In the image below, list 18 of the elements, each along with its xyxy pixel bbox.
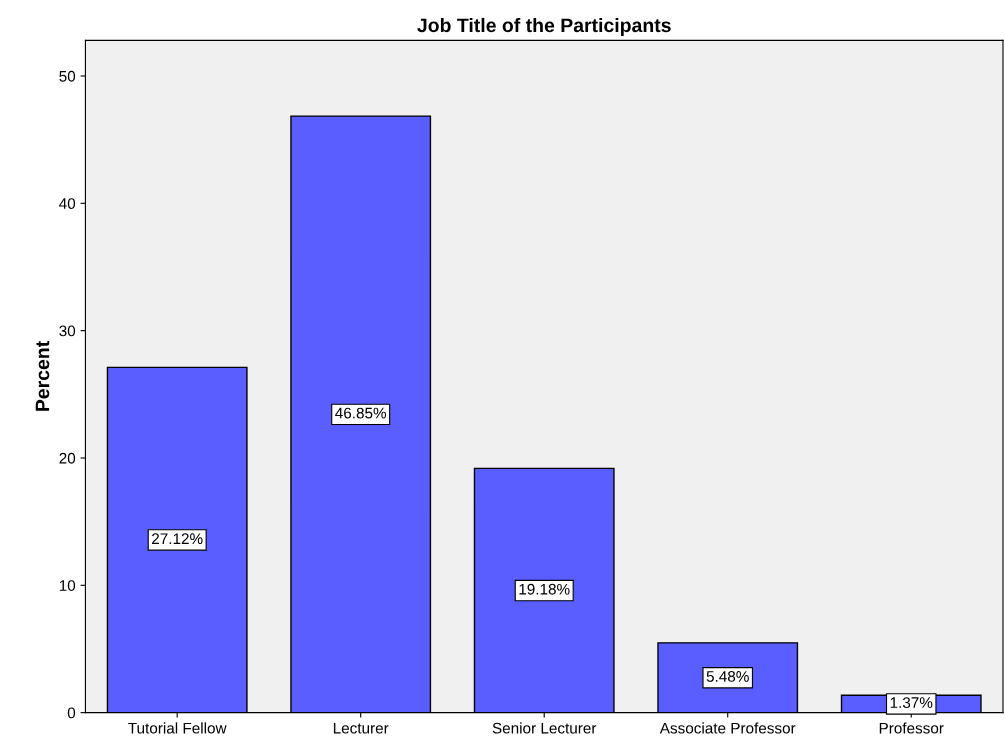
- data-label: 1.37%: [890, 697, 933, 709]
- x-tick-label: Professor: [879, 722, 944, 734]
- y-axis-title: Percent: [35, 341, 50, 411]
- y-tick-label: 10: [59, 580, 76, 591]
- y-tick-label: 50: [59, 70, 76, 82]
- x-tick-label: Tutorial Fellow: [128, 722, 227, 734]
- data-label: 27.12%: [152, 533, 203, 545]
- x-tick-label: Lecturer: [333, 722, 389, 734]
- x-tick-label: Senior Lecturer: [492, 722, 597, 734]
- y-tick-label: 40: [59, 198, 76, 210]
- chart-title: Job Title of the Participants: [417, 17, 671, 37]
- y-tick-label: 0: [67, 707, 76, 719]
- y-tick-label: 20: [59, 452, 76, 464]
- y-tick-label: 30: [59, 325, 76, 337]
- data-label: 19.18%: [519, 583, 570, 595]
- data-label: 5.48%: [706, 671, 749, 682]
- x-tick-label: Associate Professor: [659, 722, 796, 734]
- data-label: 46.85%: [335, 407, 387, 419]
